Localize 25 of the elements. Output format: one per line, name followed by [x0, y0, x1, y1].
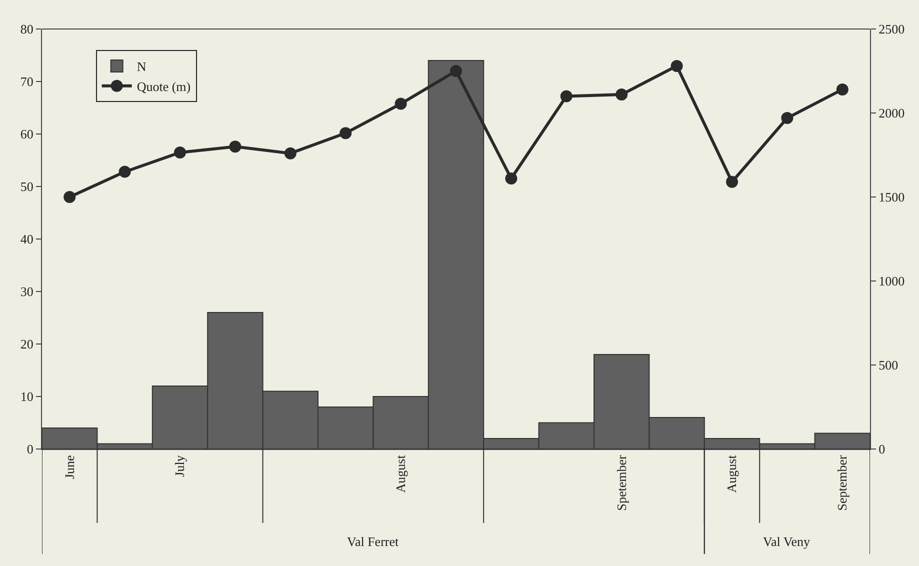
- text: Val Ferret: [347, 534, 400, 549]
- y-tick-label: 60: [20, 126, 34, 142]
- y-tick-label: 10: [20, 389, 34, 404]
- y-tick-label: 0: [26, 442, 34, 457]
- y2-tick-label: 1000: [878, 274, 905, 289]
- x-tick-label: July: [172, 454, 188, 477]
- y-tick-label: 20: [20, 336, 34, 352]
- y2-tick-label: 500: [878, 358, 898, 373]
- y-tick-label: 30: [20, 284, 34, 300]
- y-tick-label: 70: [20, 74, 34, 90]
- text: Val Veny: [763, 534, 811, 549]
- x-tick-label: June: [62, 454, 77, 480]
- x-tick-label: August: [724, 454, 740, 493]
- y2-tick-label: 2000: [878, 106, 905, 121]
- legend-label: Quote (m): [136, 78, 191, 94]
- x-tick-label: September: [834, 454, 850, 511]
- x-tick-label: August: [393, 454, 408, 493]
- y2-tick-label: 2500: [878, 22, 905, 37]
- y2-tick-label: 0: [878, 442, 886, 457]
- legend-label: N: [136, 59, 147, 74]
- x-tick-label: Spetember: [614, 454, 629, 511]
- y-tick-label: 50: [20, 179, 34, 194]
- y-tick-label: 40: [20, 232, 34, 247]
- y2-tick-label: 1500: [878, 190, 905, 205]
- y-tick-label: 80: [20, 22, 34, 37]
